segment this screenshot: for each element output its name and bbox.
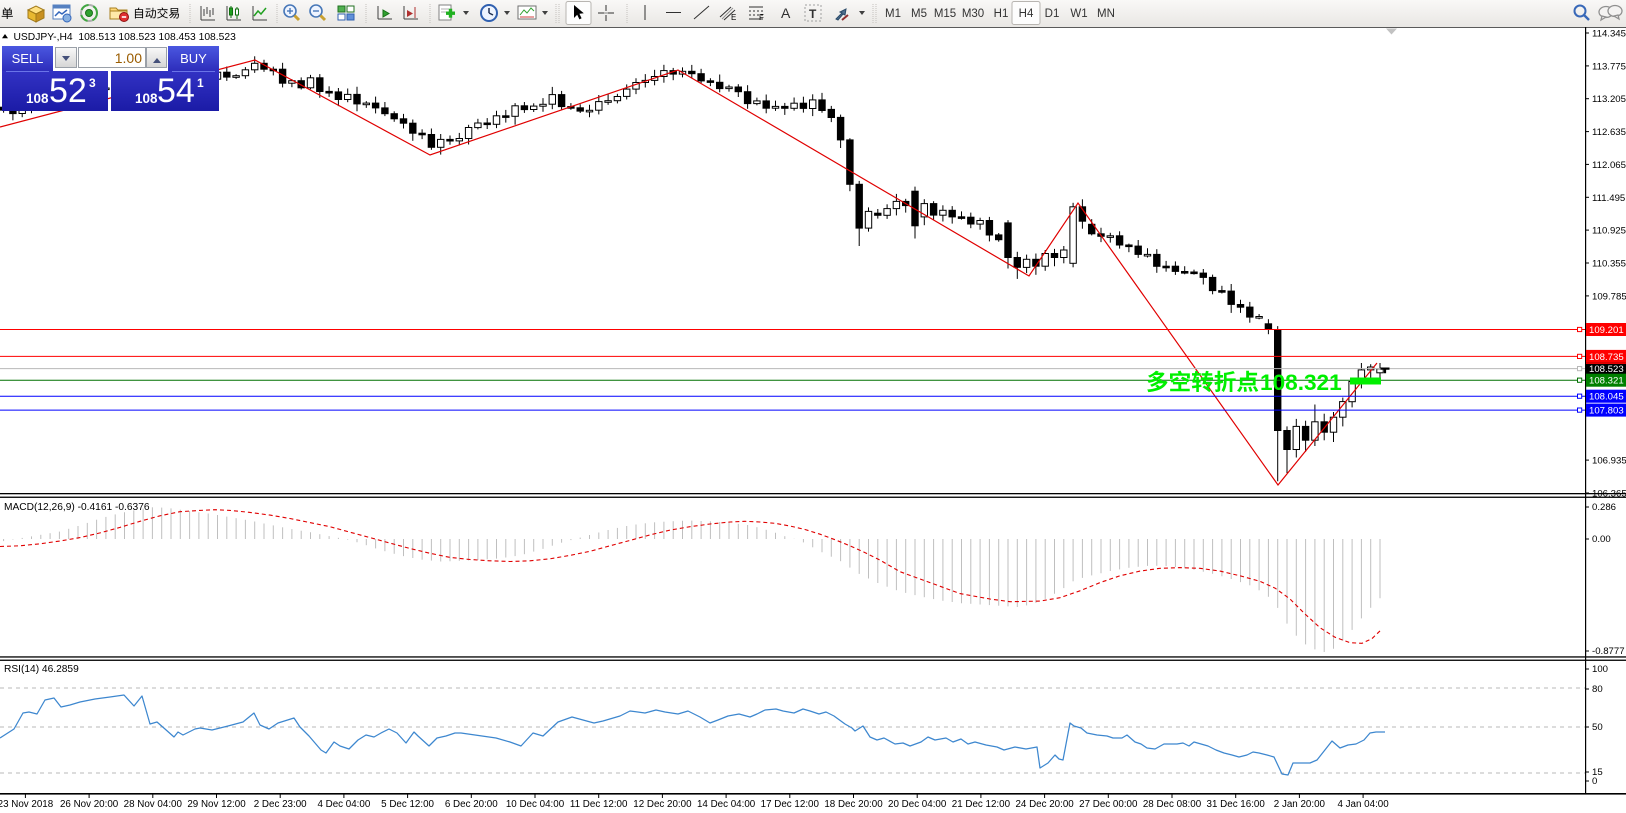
- svg-text:17 Dec 12:00: 17 Dec 12:00: [761, 799, 820, 810]
- svg-text:109.785: 109.785: [1592, 291, 1626, 302]
- svg-text:114.345: 114.345: [1592, 29, 1626, 40]
- svg-text:109.201: 109.201: [1589, 325, 1624, 336]
- svg-text:W1: W1: [1070, 8, 1087, 20]
- svg-text:113.775: 113.775: [1592, 61, 1626, 72]
- svg-text:100: 100: [1592, 664, 1608, 675]
- svg-text:108.735: 108.735: [1589, 352, 1624, 363]
- svg-text:112.065: 112.065: [1592, 160, 1626, 171]
- svg-text:15: 15: [1592, 767, 1603, 778]
- svg-text:T: T: [809, 7, 817, 21]
- svg-text:110.355: 110.355: [1592, 259, 1626, 270]
- svg-text:21 Dec 12:00: 21 Dec 12:00: [952, 799, 1011, 810]
- svg-text:111.495: 111.495: [1592, 193, 1625, 204]
- svg-text:2 Dec 23:00: 2 Dec 23:00: [254, 799, 307, 810]
- svg-text:M15: M15: [934, 8, 956, 20]
- svg-text:4 Dec 04:00: 4 Dec 04:00: [317, 799, 370, 810]
- svg-text:18 Dec 20:00: 18 Dec 20:00: [824, 799, 883, 810]
- svg-text:MN: MN: [1097, 8, 1115, 20]
- svg-text:-0.8777: -0.8777: [1592, 646, 1625, 657]
- svg-text:26 Nov 20:00: 26 Nov 20:00: [60, 799, 119, 810]
- svg-text:108.523: 108.523: [1589, 364, 1624, 375]
- svg-text:113.205: 113.205: [1592, 94, 1626, 105]
- svg-text:24 Dec 20:00: 24 Dec 20:00: [1015, 799, 1074, 810]
- svg-text:110.925: 110.925: [1592, 226, 1626, 237]
- svg-text:6 Dec 20:00: 6 Dec 20:00: [445, 799, 498, 810]
- svg-text:0: 0: [1592, 776, 1597, 787]
- svg-text:108.321: 108.321: [1260, 370, 1342, 395]
- svg-text:M30: M30: [962, 8, 984, 20]
- svg-text:5 Dec 12:00: 5 Dec 12:00: [381, 799, 434, 810]
- svg-text:F: F: [759, 13, 764, 22]
- svg-text:D1: D1: [1045, 8, 1060, 20]
- svg-text:H1: H1: [994, 8, 1009, 20]
- svg-text:107.803: 107.803: [1589, 406, 1624, 417]
- svg-text:112.635: 112.635: [1592, 127, 1626, 138]
- svg-text:E: E: [731, 13, 736, 22]
- svg-text:H4: H4: [1019, 8, 1034, 20]
- svg-text:80: 80: [1592, 684, 1603, 695]
- svg-text:0.286: 0.286: [1592, 502, 1616, 513]
- svg-text:28 Dec 08:00: 28 Dec 08:00: [1143, 799, 1202, 810]
- svg-text:RSI(14) 46.2859: RSI(14) 46.2859: [4, 664, 79, 675]
- svg-text:14 Dec 04:00: 14 Dec 04:00: [697, 799, 756, 810]
- svg-text:108.045: 108.045: [1589, 392, 1624, 403]
- svg-text:23 Nov 2018: 23 Nov 2018: [0, 799, 54, 810]
- svg-text:USDJPY-,H4 108.513 108.523 10: USDJPY-,H4 108.513 108.523 108.453 108.5…: [14, 32, 237, 43]
- svg-text:M1: M1: [885, 8, 901, 20]
- svg-text:20 Dec 04:00: 20 Dec 04:00: [888, 799, 947, 810]
- svg-text:MACD(12,26,9) -0.4161 -0.6376: MACD(12,26,9) -0.4161 -0.6376: [4, 502, 150, 513]
- svg-text:0.00: 0.00: [1592, 534, 1611, 545]
- svg-text:27 Dec 00:00: 27 Dec 00:00: [1079, 799, 1138, 810]
- svg-text:31 Dec 16:00: 31 Dec 16:00: [1207, 799, 1266, 810]
- svg-text:12 Dec 20:00: 12 Dec 20:00: [633, 799, 692, 810]
- svg-text:A: A: [781, 5, 791, 21]
- svg-text:2 Jan 20:00: 2 Jan 20:00: [1274, 799, 1326, 810]
- svg-text:108.321: 108.321: [1589, 376, 1624, 387]
- svg-text:4 Jan 04:00: 4 Jan 04:00: [1337, 799, 1389, 810]
- svg-text:29 Nov 12:00: 29 Nov 12:00: [187, 799, 246, 810]
- svg-text:106.365: 106.365: [1592, 489, 1626, 500]
- svg-text:10 Dec 04:00: 10 Dec 04:00: [506, 799, 565, 810]
- svg-text:28 Nov 04:00: 28 Nov 04:00: [124, 799, 183, 810]
- svg-text:M5: M5: [911, 8, 927, 20]
- svg-text:50: 50: [1592, 722, 1603, 733]
- svg-text:106.935: 106.935: [1592, 456, 1626, 467]
- svg-text:11 Dec 12:00: 11 Dec 12:00: [570, 799, 628, 810]
